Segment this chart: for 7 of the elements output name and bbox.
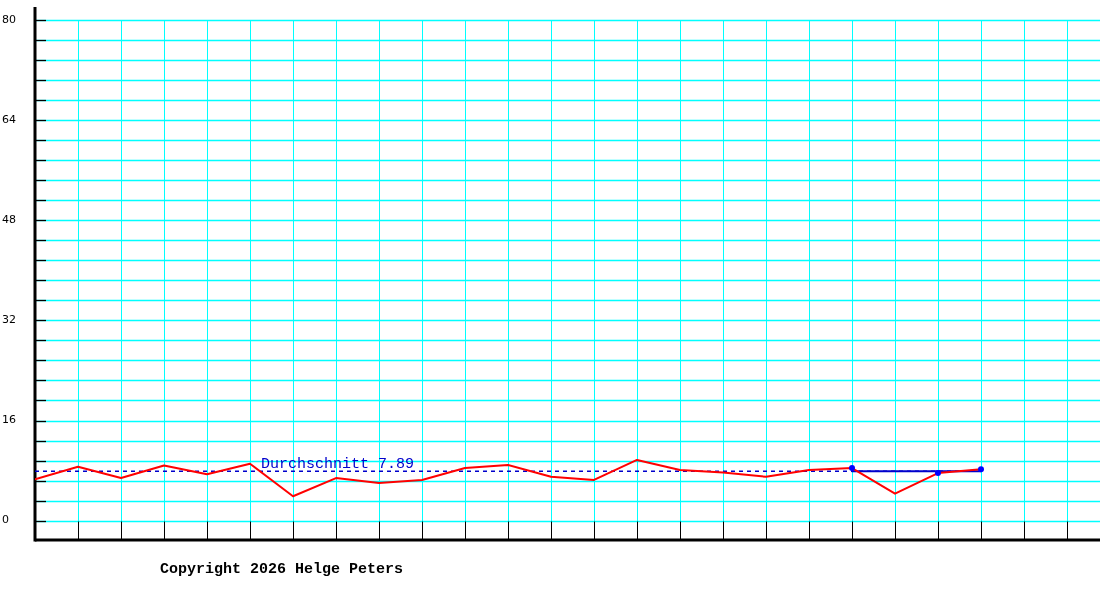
y-tick-label: 80: [2, 13, 16, 26]
text: Copyright 2026 Helge Peters: [160, 561, 404, 578]
y-tick-label: 64: [2, 113, 16, 127]
y-tick-label: 48: [2, 213, 16, 227]
y-tick-label: 0: [2, 513, 9, 527]
y-tick-label: 16: [2, 413, 16, 427]
y-tick-label: 32: [2, 313, 16, 327]
